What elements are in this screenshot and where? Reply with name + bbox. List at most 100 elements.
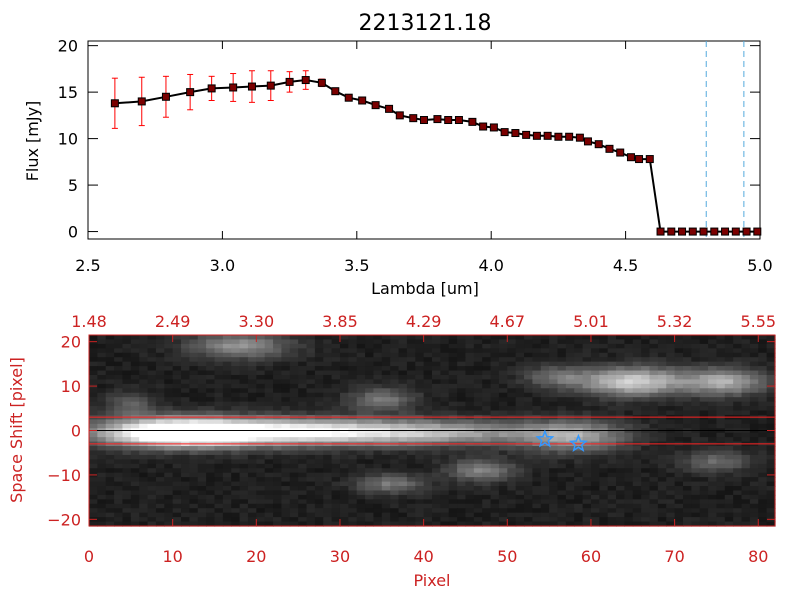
- heatmap-cell: [197, 481, 207, 487]
- heatmap-cell: [691, 352, 701, 358]
- heatmap-cell: [181, 370, 190, 376]
- heatmap-cell: [423, 379, 433, 385]
- heatmap-cell: [440, 432, 450, 438]
- heatmap-cell: [130, 450, 140, 456]
- heatmap-cell: [448, 339, 458, 345]
- heatmap-cell: [649, 388, 659, 394]
- heatmap-cell: [515, 366, 525, 372]
- heatmap-cell: [289, 450, 299, 456]
- heatmap-cell: [582, 343, 592, 349]
- heatmap-cell: [89, 419, 98, 425]
- heatmap-cell: [314, 503, 324, 509]
- heatmap-cell: [147, 419, 157, 425]
- heatmap-cell: [331, 454, 341, 460]
- heatmap-cell: [122, 335, 132, 341]
- heatmap-cell: [189, 494, 199, 500]
- heatmap-cell: [473, 503, 483, 509]
- heatmap-cell: [607, 459, 617, 465]
- heatmap-cell: [432, 459, 441, 465]
- heatmap-cell: [189, 357, 199, 363]
- heatmap-cell: [273, 472, 283, 478]
- heatmap-cell: [281, 383, 291, 389]
- image-x-ticks: 0 10 20 30 40 50 60 70 80: [84, 519, 768, 566]
- heatmap-cell: [172, 472, 182, 478]
- heatmap-cell: [616, 374, 626, 381]
- heatmap-cell: [599, 508, 609, 514]
- heatmap-cell: [565, 521, 575, 527]
- heatmap-cell: [273, 446, 283, 452]
- heatmap-cell: [365, 490, 375, 496]
- heatmap-cell: [381, 494, 391, 500]
- heatmap-cell: [181, 401, 190, 407]
- heatmap-cell: [423, 343, 433, 349]
- heatmap-cell: [657, 446, 667, 452]
- heatmap-cell: [181, 348, 190, 354]
- heatmap-cell: [239, 521, 249, 527]
- heatmap-cell: [482, 468, 492, 474]
- heatmap-cell: [540, 374, 550, 381]
- heatmap-cell: [749, 339, 759, 345]
- heatmap-cell: [273, 348, 283, 354]
- heatmap-cell: [724, 517, 734, 523]
- heatmap-cell: [239, 437, 249, 443]
- heatmap-cell: [432, 512, 441, 518]
- heatmap-cell: [749, 481, 759, 487]
- heatmap-cell: [373, 383, 383, 389]
- heatmap-cell: [599, 406, 609, 412]
- heatmap-cell: [448, 406, 458, 412]
- heatmap-cell: [649, 499, 659, 505]
- heatmap-cell: [289, 481, 299, 487]
- heatmap-cell: [264, 512, 274, 518]
- heatmap-cell: [348, 503, 358, 509]
- heatmap-cell: [682, 388, 692, 394]
- heatmap-cell: [214, 437, 224, 443]
- heatmap-cell: [181, 366, 190, 372]
- heatmap-cell: [206, 490, 216, 496]
- heatmap-cell: [557, 374, 567, 381]
- heatmap-cell: [515, 517, 525, 523]
- heatmap-cell: [457, 432, 467, 438]
- heatmap-cell: [264, 348, 274, 354]
- heatmap-cell: [122, 512, 132, 518]
- heatmap-cell: [599, 463, 609, 469]
- heatmap-cell: [231, 517, 241, 523]
- heatmap-cell: [540, 472, 550, 478]
- heatmap-cell: [708, 406, 718, 412]
- heatmap-cell: [247, 459, 257, 465]
- heatmap-cell: [381, 352, 391, 358]
- heatmap-cell: [457, 397, 467, 403]
- spectrum-point: [186, 88, 195, 97]
- heatmap-cell: [657, 503, 667, 509]
- heatmap-cell: [105, 379, 115, 385]
- heatmap-cell: [314, 383, 324, 389]
- heatmap-cell: [281, 450, 291, 456]
- heatmap-cell: [406, 335, 416, 341]
- heatmap-cell: [256, 446, 266, 452]
- heatmap-cell: [206, 437, 216, 443]
- heatmap-cell: [339, 512, 349, 518]
- heatmap-cell: [498, 383, 508, 389]
- heatmap-cell: [289, 521, 299, 527]
- heatmap-cell: [398, 446, 408, 452]
- heatmap-cell: [264, 437, 274, 443]
- heatmap-cell: [708, 423, 718, 429]
- heatmap-cell: [574, 374, 584, 381]
- heatmap-cell: [674, 454, 684, 460]
- heatmap-cell: [498, 401, 508, 407]
- heatmap-cell: [574, 499, 584, 505]
- heatmap-cell: [540, 463, 550, 469]
- heatmap-cell: [155, 517, 165, 523]
- heatmap-cell: [448, 401, 458, 407]
- heatmap-cell: [482, 352, 492, 358]
- heatmap-cell: [741, 343, 751, 349]
- heatmap-cell: [256, 343, 266, 349]
- heatmap-cell: [682, 339, 692, 345]
- heatmap-cell: [498, 463, 508, 469]
- heatmap-cell: [699, 481, 709, 487]
- heatmap-cell: [440, 512, 450, 518]
- heatmap-cell: [423, 468, 433, 474]
- heatmap-cell: [524, 503, 533, 509]
- heatmap-cell: [356, 499, 366, 505]
- heatmap-cell: [97, 343, 107, 349]
- heatmap-cell: [373, 357, 383, 363]
